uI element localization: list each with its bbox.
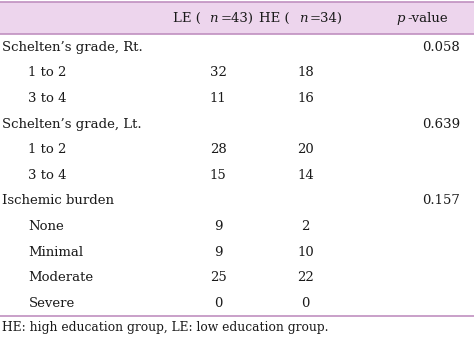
Text: 1 to 2: 1 to 2 <box>28 66 67 79</box>
Text: HE (: HE ( <box>259 11 290 25</box>
Text: None: None <box>28 220 64 233</box>
Text: 20: 20 <box>297 143 314 156</box>
Text: n: n <box>299 11 307 25</box>
Text: n: n <box>209 11 218 25</box>
Text: 0.157: 0.157 <box>422 195 460 207</box>
Text: 2: 2 <box>301 220 310 233</box>
Text: 25: 25 <box>210 271 227 284</box>
Text: Minimal: Minimal <box>28 246 83 259</box>
Text: HE: high education group, LE: low education group.: HE: high education group, LE: low educat… <box>2 321 329 334</box>
Text: 28: 28 <box>210 143 227 156</box>
Text: 10: 10 <box>297 246 314 259</box>
Text: p: p <box>396 11 405 25</box>
Text: 0.639: 0.639 <box>422 118 460 130</box>
Text: -value: -value <box>407 11 448 25</box>
Text: 3 to 4: 3 to 4 <box>28 169 67 182</box>
Text: Schelten’s grade, Lt.: Schelten’s grade, Lt. <box>2 118 142 130</box>
Text: 0: 0 <box>301 297 310 310</box>
Text: 15: 15 <box>210 169 227 182</box>
Text: 0: 0 <box>214 297 222 310</box>
Text: Severe: Severe <box>28 297 75 310</box>
Text: Moderate: Moderate <box>28 271 93 284</box>
Text: 11: 11 <box>210 92 227 105</box>
Text: 14: 14 <box>297 169 314 182</box>
Text: 32: 32 <box>210 66 227 79</box>
Text: 1 to 2: 1 to 2 <box>28 143 67 156</box>
Text: 22: 22 <box>297 271 314 284</box>
Text: Ischemic burden: Ischemic burden <box>2 195 114 207</box>
Text: 9: 9 <box>214 220 222 233</box>
Text: 18: 18 <box>297 66 314 79</box>
Text: 0.058: 0.058 <box>422 41 460 54</box>
Text: =34): =34) <box>310 11 343 25</box>
Text: 3 to 4: 3 to 4 <box>28 92 67 105</box>
Text: Schelten’s grade, Rt.: Schelten’s grade, Rt. <box>2 41 143 54</box>
Text: 9: 9 <box>214 246 222 259</box>
Bar <box>0 2 474 34</box>
Text: LE (: LE ( <box>173 11 201 25</box>
Text: 16: 16 <box>297 92 314 105</box>
Text: =43): =43) <box>220 11 253 25</box>
